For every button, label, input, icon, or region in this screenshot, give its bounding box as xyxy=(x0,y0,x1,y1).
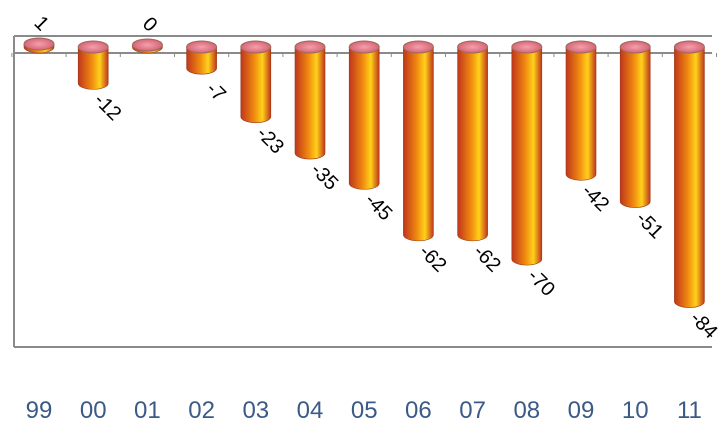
bar-top-cap xyxy=(186,40,218,54)
bar-08 xyxy=(511,40,543,266)
bar-top-cap xyxy=(673,40,705,54)
category-label: 10 xyxy=(622,397,649,423)
value-label: -23 xyxy=(252,122,288,158)
category-label: 11 xyxy=(677,397,702,423)
bar-00 xyxy=(77,40,109,90)
category-label: 09 xyxy=(568,397,595,423)
bar-body xyxy=(294,46,326,160)
bar-04 xyxy=(294,40,326,160)
value-label: -51 xyxy=(631,207,667,243)
bar-top-cap xyxy=(511,40,543,54)
bar-10 xyxy=(619,40,651,208)
bar-body xyxy=(348,46,380,190)
bar-top-cap xyxy=(131,38,163,52)
bar-11 xyxy=(673,40,705,308)
bar-body xyxy=(240,46,272,123)
bar-body xyxy=(511,46,543,266)
bar-body xyxy=(674,46,705,308)
category-label: 07 xyxy=(459,397,486,423)
bar-top-cap xyxy=(23,37,55,51)
value-label: -42 xyxy=(577,180,613,216)
value-label: -45 xyxy=(360,189,396,225)
category-label: 04 xyxy=(297,397,324,423)
value-label: -12 xyxy=(89,89,125,125)
bar-07 xyxy=(457,40,489,242)
value-label: -84 xyxy=(686,307,722,343)
bar-body xyxy=(77,46,109,90)
bars-layer xyxy=(23,37,705,308)
category-label: 01 xyxy=(134,397,161,423)
bar-09 xyxy=(565,40,597,181)
bar-top-cap xyxy=(619,40,651,54)
bar-top-cap xyxy=(294,40,326,54)
bar-body xyxy=(565,46,597,181)
bar-top-cap xyxy=(77,40,109,54)
bar-body xyxy=(619,46,651,208)
bar-05 xyxy=(348,40,380,190)
category-label: 08 xyxy=(513,397,540,423)
category-label: 02 xyxy=(188,397,215,423)
category-label: 00 xyxy=(80,397,107,423)
bar-body xyxy=(457,46,488,242)
bar-06 xyxy=(402,40,434,242)
value-label: -70 xyxy=(523,265,559,301)
value-label: -35 xyxy=(306,159,342,195)
bar-top-cap xyxy=(457,40,489,54)
bar-01 xyxy=(131,38,163,54)
category-label: 05 xyxy=(351,397,378,423)
value-label: 0 xyxy=(138,13,161,36)
bar-body xyxy=(403,46,434,242)
bar-top-cap xyxy=(402,40,434,54)
category-label: 06 xyxy=(405,397,432,423)
bar-02 xyxy=(186,40,218,75)
value-label: -62 xyxy=(469,241,505,277)
bar-body xyxy=(186,46,217,75)
bar-top-cap xyxy=(348,40,380,54)
bar-99 xyxy=(23,37,55,54)
category-label: 03 xyxy=(242,397,269,423)
value-label: -7 xyxy=(202,78,230,106)
value-label: 1 xyxy=(30,12,53,35)
value-label: -62 xyxy=(415,241,451,277)
bar-top-cap xyxy=(240,40,272,54)
category-label: 99 xyxy=(26,397,53,423)
bar-03 xyxy=(240,40,272,123)
bar-top-cap xyxy=(565,40,597,54)
